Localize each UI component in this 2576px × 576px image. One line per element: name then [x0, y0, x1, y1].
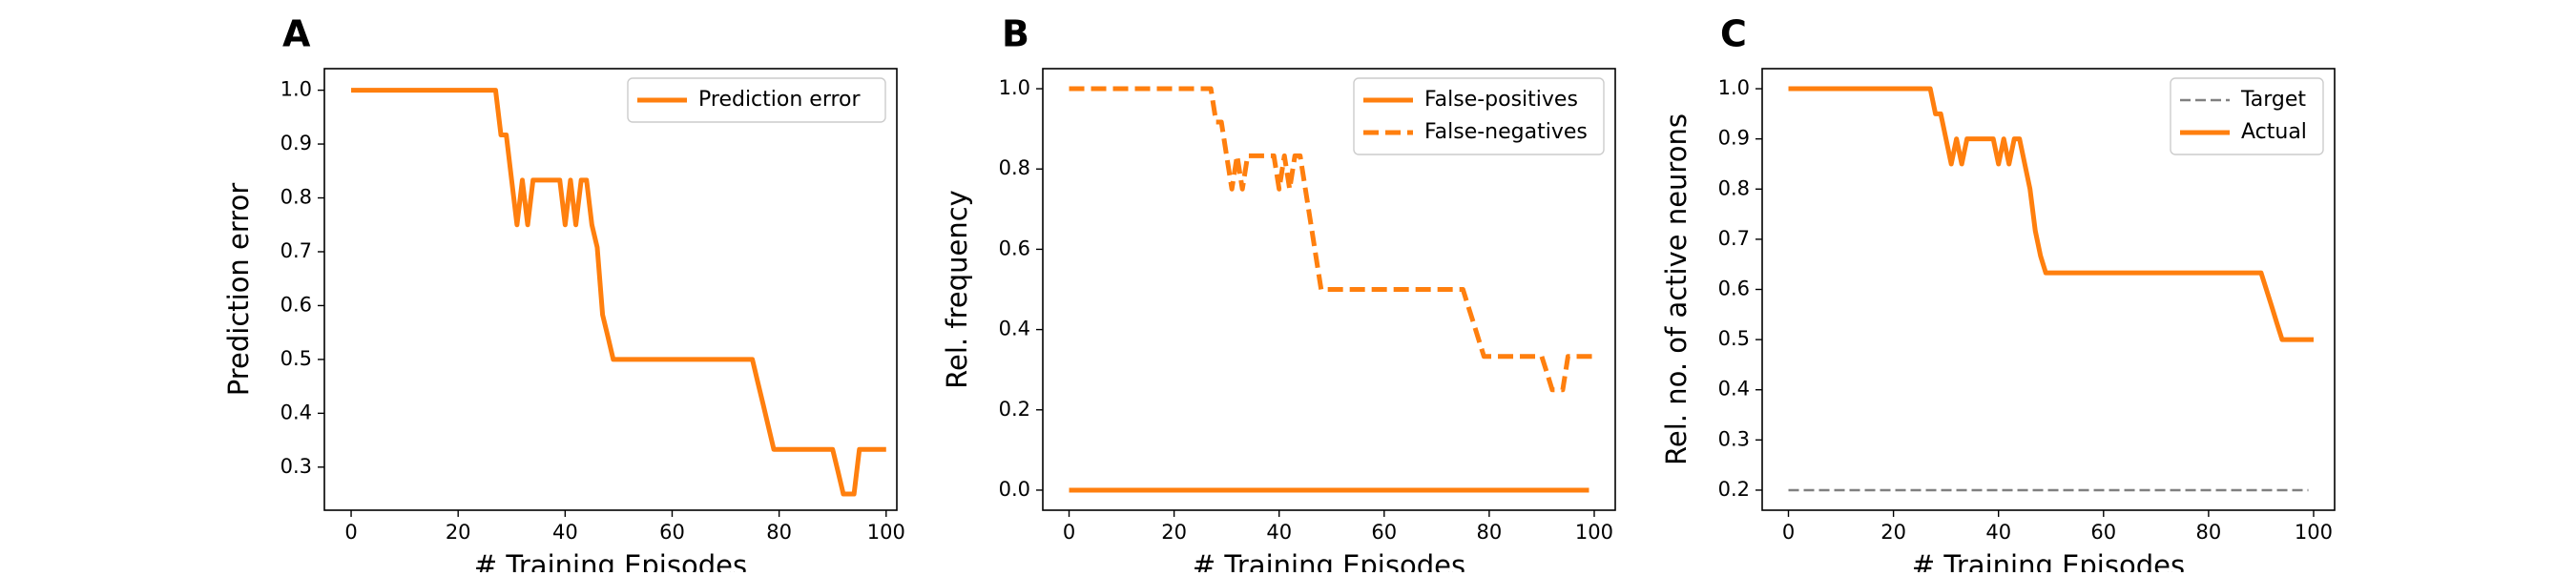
- x-tick-label: 40: [552, 521, 578, 544]
- x-tick-label: 60: [659, 521, 685, 544]
- y-tick-label: 0.7: [280, 239, 312, 262]
- legend-label: Prediction error: [698, 88, 861, 112]
- legend-label: False-positives: [1424, 88, 1578, 112]
- panel-a: A 0 20 40 60 80 100 0.3 0.4 0.5 0.6 0.7 0.8 0.9 1.0 # T…: [222, 13, 905, 576]
- legend-label: Actual: [2241, 120, 2307, 144]
- y-axis-label: Rel. frequency: [941, 190, 973, 389]
- legend-box: [1353, 77, 1605, 155]
- y-tick-label: 0.5: [1718, 327, 1750, 350]
- series-line-false-negatives: [1069, 86, 1594, 393]
- x-tick-label: 0: [1063, 521, 1075, 544]
- legend: Prediction error: [627, 77, 886, 123]
- panel-b: B 0 20 40 60 80 100 0.0 0.2 0.4 0.6 0.8 1.0 # Trainin…: [941, 13, 1616, 576]
- y-tick-label: 0.9: [280, 132, 312, 154]
- legend-label: Target: [2240, 88, 2306, 112]
- y-tick-label: 0.8: [999, 156, 1030, 179]
- series-line-actual: [1788, 86, 2314, 342]
- y-tick-label: 0.6: [280, 293, 312, 316]
- y-tick-label: 0.9: [1718, 127, 1750, 150]
- x-tick-label: 60: [2090, 521, 2116, 544]
- x-tick-label: 20: [1880, 521, 1906, 544]
- x-tick-label: 60: [1371, 521, 1397, 544]
- y-tick-label: 0.4: [280, 401, 312, 423]
- x-tick-label: 80: [2196, 521, 2222, 544]
- x-tick-label: 80: [1477, 521, 1503, 544]
- legend-box: [627, 77, 886, 123]
- y-tick-label: 0.7: [1718, 227, 1750, 250]
- legend: False-positives False-negatives: [1353, 77, 1605, 155]
- x-tick-label: 100: [867, 521, 905, 544]
- x-tick-label: 100: [1575, 521, 1613, 544]
- y-axis-label: Rel. no. of active neurons: [1660, 113, 1693, 465]
- y-tick-label: 0.8: [1718, 176, 1750, 199]
- y-tick-label: 0.5: [280, 347, 312, 370]
- x-tick-label: 0: [1782, 521, 1795, 544]
- y-tick-label: 0.4: [999, 318, 1030, 340]
- y-tick-label: 1.0: [280, 78, 312, 101]
- y-tick-label: 0.0: [999, 478, 1030, 501]
- x-axis-label: # Training Episodes: [474, 549, 747, 572]
- y-tick-label: 0.4: [1718, 378, 1750, 401]
- panel-letter: B: [1002, 13, 1029, 55]
- y-tick-label: 1.0: [1718, 76, 1750, 99]
- panel-c: C 0 20 40 60 80 100 0.2 0.3 0.4 0.5 0.6 0.7 0.8 0.9 1.0…: [1660, 13, 2336, 576]
- x-tick-label: 20: [1161, 521, 1187, 544]
- x-tick-label: 40: [1985, 521, 2011, 544]
- y-tick-label: 0.8: [280, 186, 312, 209]
- series-line-prediction-error: [351, 88, 886, 497]
- legend-label: False-negatives: [1424, 120, 1588, 144]
- y-axis-label: Prediction error: [222, 183, 255, 397]
- plot-frame: [1042, 68, 1616, 511]
- y-tick-label: 0.6: [999, 237, 1030, 259]
- y-tick-label: 0.2: [999, 398, 1030, 421]
- x-axis-label: # Training Episodes: [1193, 549, 1465, 572]
- y-tick-label: 1.0: [999, 76, 1030, 99]
- x-tick-label: 100: [2295, 521, 2333, 544]
- panel-letter: C: [1720, 13, 1747, 55]
- panel-letter: A: [282, 13, 311, 55]
- x-axis-label: # Training Episodes: [1912, 549, 2185, 572]
- y-tick-label: 0.6: [1718, 278, 1750, 300]
- legend: Target Actual: [2170, 77, 2324, 155]
- x-tick-label: 40: [1266, 521, 1292, 544]
- y-tick-label: 0.3: [280, 455, 312, 478]
- y-tick-label: 0.3: [1718, 427, 1750, 450]
- legend-box: [2170, 77, 2324, 155]
- y-tick-label: 0.2: [1718, 478, 1750, 501]
- x-tick-label: 80: [766, 521, 792, 544]
- x-tick-label: 20: [446, 521, 471, 544]
- plot-frame: [323, 68, 898, 511]
- x-tick-label: 0: [344, 521, 357, 544]
